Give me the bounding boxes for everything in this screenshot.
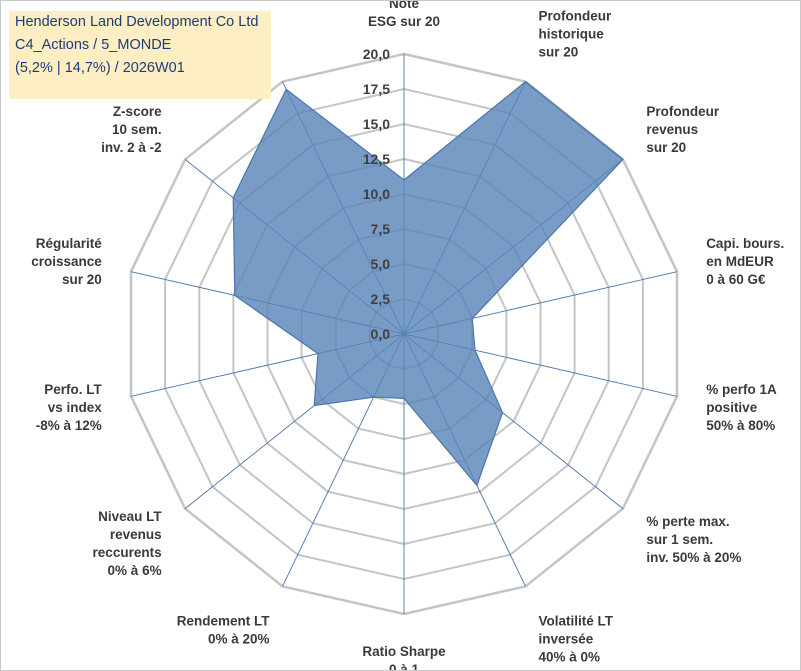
tick-label-0: 0,0 <box>371 326 391 342</box>
category-label-12: Régularité croissance sur 20 <box>31 236 102 287</box>
category-label-7: Volatilité LT inversée 40% à 0% <box>539 613 614 664</box>
tick-label-5: 12,5 <box>363 151 390 167</box>
category-label-3: Profondeur revenus sur 20 <box>646 104 719 155</box>
category-label-2: Profondeur historique sur 20 <box>539 9 612 60</box>
tick-label-6: 15,0 <box>363 116 390 132</box>
category-label-8: Ratio Sharpe 0 à 1 <box>362 644 446 670</box>
category-label-4: Capi. bours. en MdEUR 0 à 60 G€ <box>706 236 784 287</box>
chart-title-line-3: (5,2% | 14,7%) / 2026W01 <box>15 60 185 76</box>
tick-label-3: 7,5 <box>371 221 391 237</box>
category-label-13: Z-score 10 sem. inv. 2 à -2 <box>101 104 162 155</box>
radar-series <box>232 80 624 487</box>
series-area-1 <box>232 80 624 487</box>
radar-tick-labels: 0,0 2,5 5,0 7,5 10,0 12,5 15,0 17,5 20,0 <box>363 46 390 342</box>
chart-title-line-2: C4_Actions / 5_MONDE <box>15 37 172 53</box>
radar-category-labels: Note ESG sur 20 Profondeur historique sur 20… <box>31 1 784 670</box>
tick-label-8: 20,0 <box>363 46 390 62</box>
category-label-1: Note ESG sur 20 <box>368 1 440 29</box>
tick-label-7: 17,5 <box>363 81 390 97</box>
tick-label-4: 10,0 <box>363 186 390 202</box>
chart-title-line-1: Henderson Land Development Co Ltd <box>15 14 259 30</box>
category-label-5: % perfo 1A positive 50% à 80% <box>706 382 777 433</box>
title-box: Henderson Land Development Co Ltd C4_Act… <box>9 11 271 99</box>
category-label-11: Perfo. LT vs index -8% à 12% <box>36 382 103 433</box>
category-label-6: % perte max. sur 1 sem. inv. 50% à 20% <box>646 514 741 565</box>
category-label-9: Rendement LT 0% à 20% <box>177 613 271 646</box>
category-label-10: Niveau LT revenus reccurents 0% à 6% <box>93 509 163 578</box>
tick-label-2: 5,0 <box>371 256 391 272</box>
tick-label-1: 2,5 <box>371 291 391 307</box>
